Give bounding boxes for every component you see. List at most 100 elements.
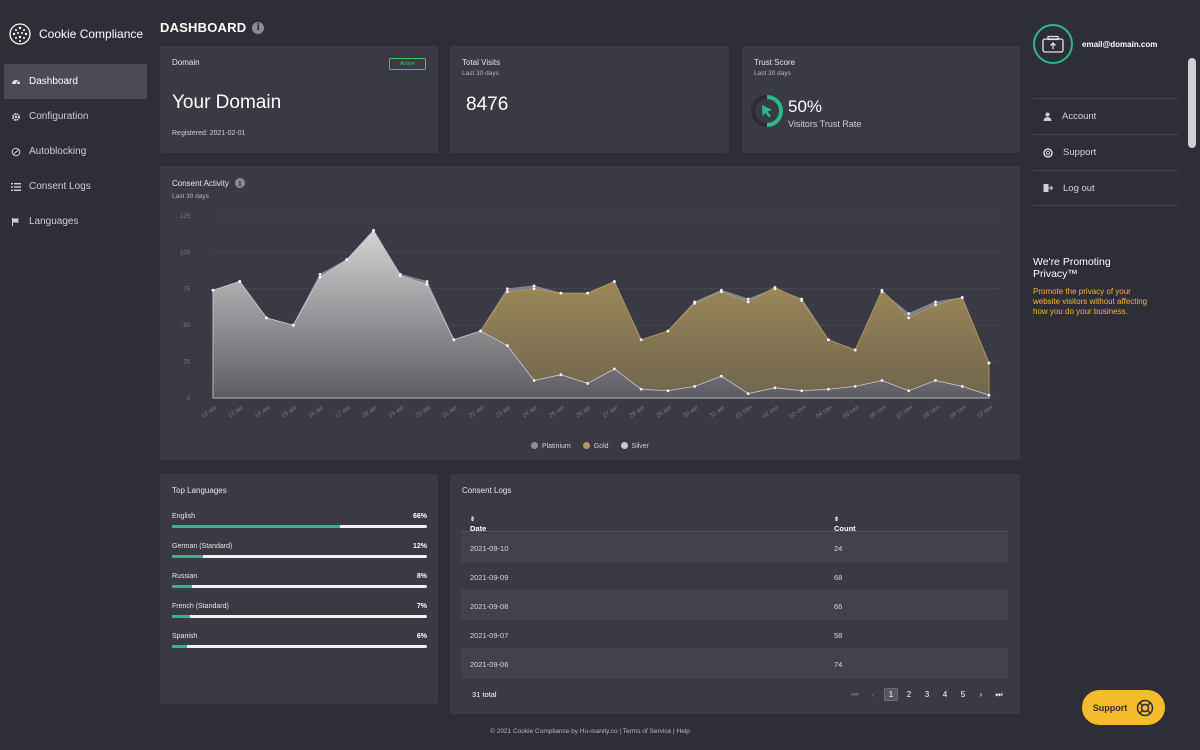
y-tick-label: 75 <box>183 287 190 293</box>
x-tick-label: 02 сен <box>762 405 780 420</box>
data-point-gold <box>880 288 884 292</box>
data-point-platinium <box>505 287 509 291</box>
table-row: 2021-09-10 24 <box>461 533 1008 562</box>
support-button[interactable]: Support <box>1082 690 1165 725</box>
legend-item-gold[interactable]: Gold <box>582 442 609 450</box>
column-date[interactable]: Date ⇕ <box>470 514 486 533</box>
cell-date: 2021-09-10 <box>470 544 509 553</box>
first-page-icon[interactable]: ⏮ <box>851 689 859 699</box>
top-languages-card: Top Languages English 66% German (Standard… <box>160 474 438 704</box>
menu-item-label: Log out <box>1063 182 1095 194</box>
next-page-icon[interactable]: › <box>979 690 983 699</box>
x-tick-label: 23 авг <box>495 404 513 419</box>
sidebar-item-consent-logs[interactable]: Consent Logs <box>4 169 147 204</box>
data-point-silver <box>425 283 429 286</box>
x-tick-label: 08 сен <box>922 405 940 420</box>
cell-date: 2021-09-08 <box>470 602 509 611</box>
sort-icon: ⇕ <box>834 517 840 523</box>
promo-title: We're Promoting Privacy™ <box>1033 256 1111 280</box>
sidebar-item-label: Languages <box>29 216 79 227</box>
page-1[interactable]: 1 <box>884 688 898 701</box>
cell-date: 2021-09-06 <box>470 660 509 669</box>
legend-item-platinium[interactable]: Platinium <box>530 442 571 450</box>
data-point-platinium <box>318 272 322 276</box>
lifebuoy-icon <box>1043 147 1053 158</box>
trust-value: 50% <box>788 97 823 116</box>
x-tick-label: 22 авг <box>468 404 486 419</box>
language-name: Russian <box>172 573 198 580</box>
page-4[interactable]: 4 <box>942 690 948 699</box>
column-label: Count <box>834 524 856 533</box>
language-row: German (Standard) 12% <box>172 543 427 558</box>
data-point-platinium <box>907 312 911 315</box>
y-tick-label: 25 <box>183 360 190 366</box>
data-point-gold <box>612 280 616 283</box>
language-percent: 12% <box>412 543 427 550</box>
data-point-platinium <box>425 280 429 283</box>
list-icon <box>11 182 21 192</box>
consent-activity-card: Consent Activity i Last 30 days 0 25 50 75 1… <box>160 166 1020 460</box>
last-page-icon[interactable]: ⏭ <box>995 689 1003 699</box>
data-point-silver <box>291 323 295 327</box>
language-name: Spanish <box>172 633 198 640</box>
registered-date: Registered: 2021-02-01 <box>172 130 246 137</box>
sidebar-item-configuration[interactable]: Configuration <box>4 99 147 134</box>
page-title: DASHBOARD i <box>160 20 265 35</box>
page-5[interactable]: 5 <box>960 690 966 699</box>
scrollbar[interactable] <box>1188 58 1196 148</box>
sidebar-item-dashboard[interactable]: Dashboard <box>4 64 147 99</box>
column-count[interactable]: Count ⇕ <box>834 514 856 533</box>
cell-count: 68 <box>834 573 843 582</box>
page-2[interactable]: 2 <box>906 690 912 699</box>
menu-item-support[interactable]: Support <box>1033 134 1178 170</box>
language-bar <box>172 615 427 618</box>
menu-item-logout[interactable]: Log out <box>1033 170 1178 206</box>
data-point-gold <box>987 361 991 365</box>
info-icon[interactable]: i <box>234 178 245 188</box>
visits-value: 8476 <box>466 94 509 115</box>
consent-logs-card: Consent Logs Date ⇕ Count ⇕ 2021-09-10 24… <box>450 474 1020 714</box>
language-name: English <box>172 513 195 520</box>
language-head: Spanish 6% <box>172 633 427 640</box>
legend-label: Gold <box>593 443 609 450</box>
consent-activity-chart: 0 25 50 75 100 125 12 авг 13 авг 14 авг 15 авг 16 … <box>180 214 999 420</box>
language-bar-fill <box>172 585 193 588</box>
data-point-gold <box>720 290 723 294</box>
data-point-gold <box>907 316 911 320</box>
data-point-gold <box>639 338 643 342</box>
sidebar-item-autoblocking[interactable]: Autoblocking <box>4 134 147 169</box>
language-row: Spanish 6% <box>172 633 427 648</box>
data-point-gold <box>559 291 563 295</box>
data-point-silver <box>479 329 482 333</box>
account-menu: Account Support Log out <box>1033 98 1178 206</box>
x-tick-label: 16 авг <box>308 404 326 419</box>
language-head: Russian 8% <box>172 573 427 580</box>
brand[interactable]: Cookie Compliance <box>9 23 143 45</box>
x-tick-label: 13 авг <box>227 404 245 419</box>
sidebar-item-languages[interactable]: Languages <box>4 204 147 239</box>
prev-page-icon[interactable]: ‹ <box>871 690 875 699</box>
data-point-gold <box>693 301 697 305</box>
x-tick-label: 17 авг <box>335 404 353 419</box>
data-point-silver <box>532 379 536 382</box>
legend-item-silver[interactable]: Silver <box>620 442 649 450</box>
page-3[interactable]: 3 <box>924 690 930 699</box>
data-point-silver <box>773 386 777 390</box>
avatar[interactable] <box>1033 24 1073 64</box>
trust-arc <box>751 95 783 127</box>
menu-item-account[interactable]: Account <box>1033 98 1178 134</box>
y-tick-label: 0 <box>187 396 191 402</box>
x-tick-label: 31 авг <box>709 404 727 419</box>
promo-text: Promote the privacy of your website visi… <box>1033 287 1148 316</box>
cell-date: 2021-09-09 <box>470 573 509 582</box>
data-point-silver <box>987 393 991 397</box>
column-label: Date <box>470 524 487 533</box>
data-point-silver <box>880 379 884 382</box>
user-icon <box>1043 112 1052 121</box>
data-point-gold <box>505 290 509 294</box>
info-icon[interactable]: i <box>252 21 265 34</box>
language-bar <box>172 525 427 528</box>
data-point-silver <box>934 379 937 382</box>
x-tick-label: 20 авг <box>415 404 433 419</box>
language-head: German (Standard) 12% <box>172 543 427 550</box>
